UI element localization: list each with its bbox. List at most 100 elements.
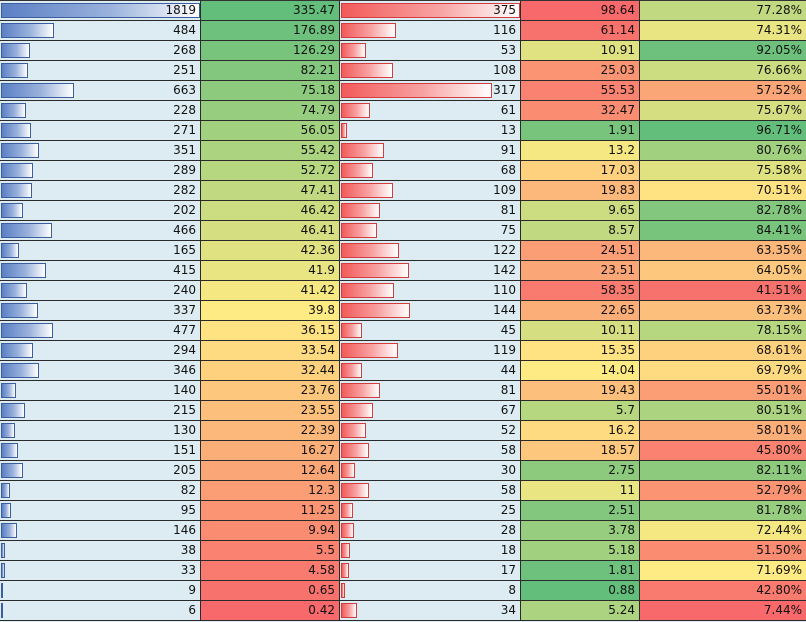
col3-cell[interactable]: 8 <box>340 581 521 600</box>
col2-cell[interactable]: 23.76 <box>201 381 340 400</box>
col1-cell[interactable]: 466 <box>0 221 201 240</box>
col4-cell[interactable]: 61.14 <box>521 21 640 40</box>
col5-cell[interactable]: 82.11% <box>640 461 806 480</box>
col5-cell[interactable]: 81.78% <box>640 501 806 520</box>
col5-cell[interactable]: 52.79% <box>640 481 806 500</box>
col1-cell[interactable]: 1819 <box>0 1 201 20</box>
col4-cell[interactable]: 0.88 <box>521 581 640 600</box>
col4-cell[interactable]: 22.65 <box>521 301 640 320</box>
col2-cell[interactable]: 9.94 <box>201 521 340 540</box>
col4-cell[interactable]: 58.35 <box>521 281 640 300</box>
col3-cell[interactable]: 375 <box>340 1 521 20</box>
col1-cell[interactable]: 251 <box>0 61 201 80</box>
col5-cell[interactable]: 58.01% <box>640 421 806 440</box>
col2-cell[interactable]: 46.42 <box>201 201 340 220</box>
col1-cell[interactable]: 82 <box>0 481 201 500</box>
col5-cell[interactable]: 69.79% <box>640 361 806 380</box>
col3-cell[interactable]: 44 <box>340 361 521 380</box>
col1-cell[interactable]: 415 <box>0 261 201 280</box>
col2-cell[interactable]: 32.44 <box>201 361 340 380</box>
col1-cell[interactable]: 205 <box>0 461 201 480</box>
col4-cell[interactable]: 16.2 <box>521 421 640 440</box>
col3-cell[interactable]: 116 <box>340 21 521 40</box>
col5-cell[interactable]: 71.69% <box>640 561 806 580</box>
col1-cell[interactable]: 151 <box>0 441 201 460</box>
col3-cell[interactable]: 61 <box>340 101 521 120</box>
col3-cell[interactable]: 13 <box>340 121 521 140</box>
col4-cell[interactable]: 23.51 <box>521 261 640 280</box>
col1-cell[interactable]: 477 <box>0 321 201 340</box>
col4-cell[interactable]: 9.65 <box>521 201 640 220</box>
col2-cell[interactable]: 41.9 <box>201 261 340 280</box>
col5-cell[interactable]: 57.52% <box>640 81 806 100</box>
col3-cell[interactable]: 68 <box>340 161 521 180</box>
col1-cell[interactable]: 95 <box>0 501 201 520</box>
col5-cell[interactable]: 70.51% <box>640 181 806 200</box>
col5-cell[interactable]: 75.58% <box>640 161 806 180</box>
col1-cell[interactable]: 337 <box>0 301 201 320</box>
col1-cell[interactable]: 289 <box>0 161 201 180</box>
col4-cell[interactable]: 19.43 <box>521 381 640 400</box>
col3-cell[interactable]: 122 <box>340 241 521 260</box>
col1-cell[interactable]: 9 <box>0 581 201 600</box>
col5-cell[interactable]: 72.44% <box>640 521 806 540</box>
col3-cell[interactable]: 109 <box>340 181 521 200</box>
col4-cell[interactable]: 24.51 <box>521 241 640 260</box>
col2-cell[interactable]: 335.47 <box>201 1 340 20</box>
col4-cell[interactable]: 5.18 <box>521 541 640 560</box>
col3-cell[interactable]: 81 <box>340 201 521 220</box>
col2-cell[interactable]: 75.18 <box>201 81 340 100</box>
col3-cell[interactable]: 58 <box>340 441 521 460</box>
col4-cell[interactable]: 98.64 <box>521 1 640 20</box>
col5-cell[interactable]: 75.67% <box>640 101 806 120</box>
col5-cell[interactable]: 51.50% <box>640 541 806 560</box>
col5-cell[interactable]: 84.41% <box>640 221 806 240</box>
col4-cell[interactable]: 15.35 <box>521 341 640 360</box>
col2-cell[interactable]: 36.15 <box>201 321 340 340</box>
col1-cell[interactable]: 268 <box>0 41 201 60</box>
col2-cell[interactable]: 5.5 <box>201 541 340 560</box>
col4-cell[interactable]: 1.81 <box>521 561 640 580</box>
col1-cell[interactable]: 215 <box>0 401 201 420</box>
col4-cell[interactable]: 5.7 <box>521 401 640 420</box>
col2-cell[interactable]: 11.25 <box>201 501 340 520</box>
col5-cell[interactable]: 82.78% <box>640 201 806 220</box>
col4-cell[interactable]: 17.03 <box>521 161 640 180</box>
col3-cell[interactable]: 25 <box>340 501 521 520</box>
col5-cell[interactable]: 55.01% <box>640 381 806 400</box>
col5-cell[interactable]: 80.51% <box>640 401 806 420</box>
col5-cell[interactable]: 63.35% <box>640 241 806 260</box>
col3-cell[interactable]: 119 <box>340 341 521 360</box>
col4-cell[interactable]: 13.2 <box>521 141 640 160</box>
col2-cell[interactable]: 42.36 <box>201 241 340 260</box>
col1-cell[interactable]: 38 <box>0 541 201 560</box>
col2-cell[interactable]: 22.39 <box>201 421 340 440</box>
col2-cell[interactable]: 126.29 <box>201 41 340 60</box>
col2-cell[interactable]: 12.64 <box>201 461 340 480</box>
col1-cell[interactable]: 202 <box>0 201 201 220</box>
col2-cell[interactable]: 56.05 <box>201 121 340 140</box>
col3-cell[interactable]: 53 <box>340 41 521 60</box>
col5-cell[interactable]: 45.80% <box>640 441 806 460</box>
col4-cell[interactable]: 19.83 <box>521 181 640 200</box>
col1-cell[interactable]: 146 <box>0 521 201 540</box>
col1-cell[interactable]: 6 <box>0 601 201 620</box>
col2-cell[interactable]: 23.55 <box>201 401 340 420</box>
col1-cell[interactable]: 140 <box>0 381 201 400</box>
col3-cell[interactable]: 28 <box>340 521 521 540</box>
col2-cell[interactable]: 176.89 <box>201 21 340 40</box>
col2-cell[interactable]: 4.58 <box>201 561 340 580</box>
col5-cell[interactable]: 64.05% <box>640 261 806 280</box>
col4-cell[interactable]: 25.03 <box>521 61 640 80</box>
col1-cell[interactable]: 165 <box>0 241 201 260</box>
col3-cell[interactable]: 34 <box>340 601 521 620</box>
col1-cell[interactable]: 240 <box>0 281 201 300</box>
col4-cell[interactable]: 5.24 <box>521 601 640 620</box>
col2-cell[interactable]: 16.27 <box>201 441 340 460</box>
col3-cell[interactable]: 75 <box>340 221 521 240</box>
col5-cell[interactable]: 41.51% <box>640 281 806 300</box>
col1-cell[interactable]: 33 <box>0 561 201 580</box>
col3-cell[interactable]: 30 <box>340 461 521 480</box>
col4-cell[interactable]: 32.47 <box>521 101 640 120</box>
col3-cell[interactable]: 67 <box>340 401 521 420</box>
